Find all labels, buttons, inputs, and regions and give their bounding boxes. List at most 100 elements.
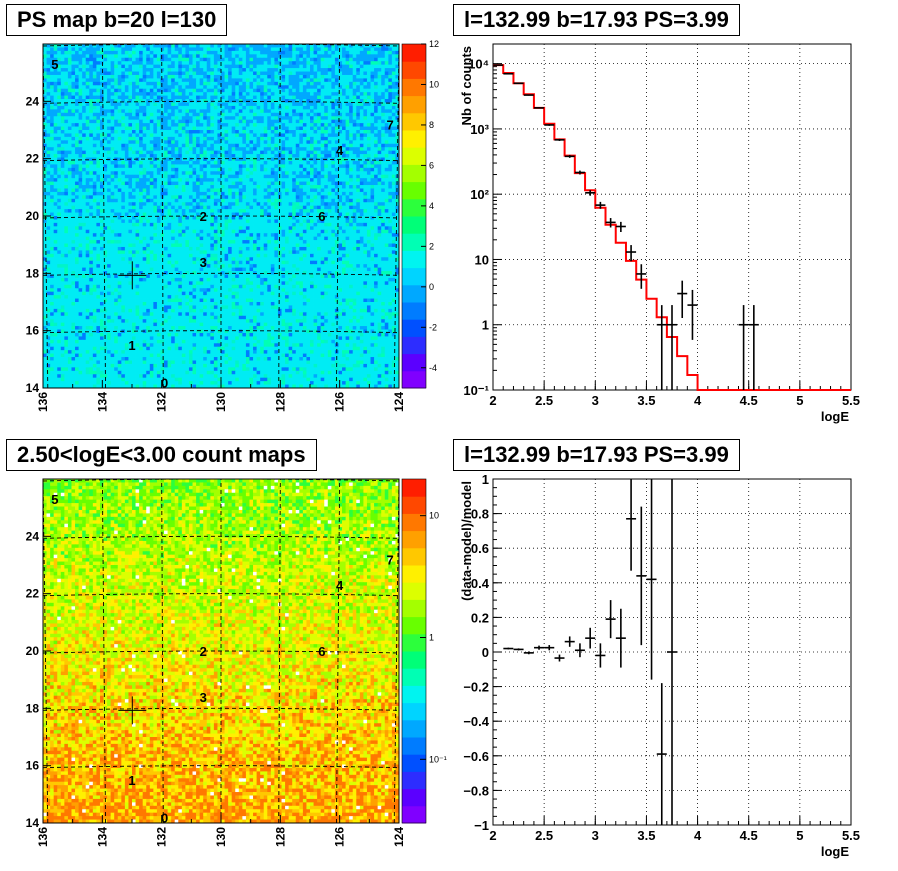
heatmap-cell: [93, 75, 97, 79]
heatmap-cell: [175, 161, 179, 165]
heatmap-cell: [385, 127, 389, 131]
heatmap-cell: [285, 133, 289, 137]
heatmap-cell: [189, 51, 193, 55]
heatmap-cell: [64, 51, 68, 55]
heatmap-cell: [82, 92, 86, 96]
heatmap-cell: [289, 151, 293, 155]
heatmap-cell: [292, 72, 296, 76]
heatmap-cell: [207, 96, 211, 100]
heatmap-cell: [89, 82, 93, 86]
heatmap-cell: [371, 44, 375, 48]
heatmap-cell: [175, 120, 179, 124]
heatmap-cell: [121, 54, 125, 58]
heatmap-cell: [96, 106, 100, 110]
heatmap-cell: [178, 54, 182, 58]
heatmap-cell: [71, 154, 75, 158]
heatmap-cell: [178, 113, 182, 117]
heatmap-cell: [221, 68, 225, 72]
heatmap-cell: [111, 82, 115, 86]
heatmap-cell: [257, 44, 261, 48]
heatmap-cell: [178, 68, 182, 72]
heatmap-cell: [392, 68, 396, 72]
heatmap-cell: [143, 85, 147, 89]
heatmap-cell: [274, 133, 278, 137]
heatmap-cell: [196, 106, 200, 110]
heatmap-cell: [189, 78, 193, 82]
heatmap-cell: [249, 99, 253, 103]
heatmap-cell: [143, 78, 147, 82]
heatmap-cell: [282, 109, 286, 113]
heatmap-cell: [168, 44, 172, 48]
heatmap-cell: [189, 82, 193, 86]
heatmap-cell: [360, 154, 364, 158]
heatmap-cell: [285, 140, 289, 144]
heatmap-cell: [292, 127, 296, 131]
heatmap-cell: [264, 151, 268, 155]
heatmap-cell: [360, 78, 364, 82]
heatmap-cell: [392, 144, 396, 148]
heatmap-cell: [68, 102, 72, 106]
heatmap-cell: [132, 158, 136, 162]
heatmap-cell: [338, 161, 342, 165]
heatmap-cell: [178, 102, 182, 106]
heatmap-cell: [57, 120, 61, 124]
heatmap-cell: [178, 161, 182, 165]
heatmap-cell: [143, 65, 147, 69]
heatmap-cell: [253, 161, 257, 165]
heatmap-cell: [136, 51, 140, 55]
heatmap-cell: [125, 133, 129, 137]
heatmap-cell: [114, 147, 118, 151]
heatmap-cell: [132, 82, 136, 86]
heatmap-cell: [210, 78, 214, 82]
heatmap-cell: [381, 99, 385, 103]
heatmap-cell: [86, 96, 90, 100]
heatmap-cell: [385, 65, 389, 69]
heatmap-cell: [321, 151, 325, 155]
heatmap-cell: [189, 123, 193, 127]
heatmap-cell: [371, 102, 375, 106]
heatmap-cell: [346, 65, 350, 69]
heatmap-cell: [232, 120, 236, 124]
heatmap-cell: [385, 75, 389, 79]
heatmap-cell: [246, 164, 250, 168]
heatmap-cell: [371, 75, 375, 79]
heatmap-cell: [50, 92, 54, 96]
heatmap-cell: [203, 99, 207, 103]
heatmap-cell: [381, 144, 385, 148]
heatmap-cell: [264, 58, 268, 62]
heatmap-cell: [96, 154, 100, 158]
heatmap-cell: [232, 109, 236, 113]
heatmap-cell: [264, 154, 268, 158]
heatmap-cell: [260, 130, 264, 134]
heatmap-cell: [282, 72, 286, 76]
heatmap-cell: [246, 147, 250, 151]
heatmap-cell: [207, 137, 211, 141]
heatmap-cell: [342, 68, 346, 72]
heatmap-cell: [200, 58, 204, 62]
heatmap-cell: [378, 78, 382, 82]
heatmap-cell: [260, 44, 264, 48]
heatmap-cell: [185, 144, 189, 148]
heatmap-cell: [374, 130, 378, 134]
heatmap-cell: [128, 113, 132, 117]
heatmap-cell: [378, 133, 382, 137]
heatmap-cell: [146, 137, 150, 141]
heatmap-cell: [71, 106, 75, 110]
heatmap-cell: [118, 130, 122, 134]
heatmap-cell: [306, 140, 310, 144]
heatmap-cell: [153, 109, 157, 113]
heatmap-cell: [146, 51, 150, 55]
heatmap-cell: [175, 133, 179, 137]
heatmap-cell: [363, 130, 367, 134]
heatmap-cell: [217, 47, 221, 51]
heatmap-cell: [242, 65, 246, 69]
heatmap-cell: [310, 58, 314, 62]
heatmap-cell: [164, 102, 168, 106]
heatmap-cell: [349, 130, 353, 134]
heatmap-cell: [232, 96, 236, 100]
heatmap-cell: [317, 164, 321, 168]
heatmap-cell: [61, 147, 65, 151]
heatmap-cell: [71, 92, 75, 96]
heatmap-cell: [82, 109, 86, 113]
heatmap-cell: [289, 106, 293, 110]
